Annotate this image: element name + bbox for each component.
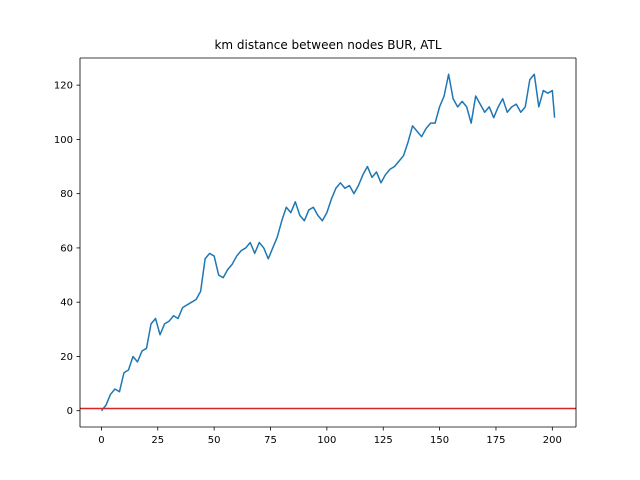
chart-title: km distance between nodes BUR, ATL bbox=[214, 38, 441, 52]
x-tick-label: 0 bbox=[98, 435, 104, 446]
x-tick-label: 175 bbox=[486, 435, 505, 446]
x-tick-label: 150 bbox=[430, 435, 449, 446]
y-tick-label: 40 bbox=[60, 298, 73, 309]
x-tick-label: 200 bbox=[543, 435, 562, 446]
y-tick-label: 120 bbox=[54, 81, 73, 92]
x-tick-label: 25 bbox=[151, 435, 164, 446]
y-tick-label: 60 bbox=[60, 243, 73, 254]
plot-area: 0 25 50 75 100 125 150 175 200 0 20 40 60 80 100 120 bbox=[54, 57, 577, 446]
y-tick-label: 80 bbox=[60, 189, 73, 200]
x-tick-label: 75 bbox=[264, 435, 277, 446]
x-tick-label: 125 bbox=[374, 435, 393, 446]
series-line-0 bbox=[100, 73, 556, 412]
x-tick-label: 100 bbox=[317, 435, 336, 446]
x-tick-label: 50 bbox=[208, 435, 221, 446]
y-tick-label: 0 bbox=[67, 406, 73, 417]
y-tick-label: 20 bbox=[60, 352, 73, 363]
y-tick-label: 100 bbox=[54, 135, 73, 146]
